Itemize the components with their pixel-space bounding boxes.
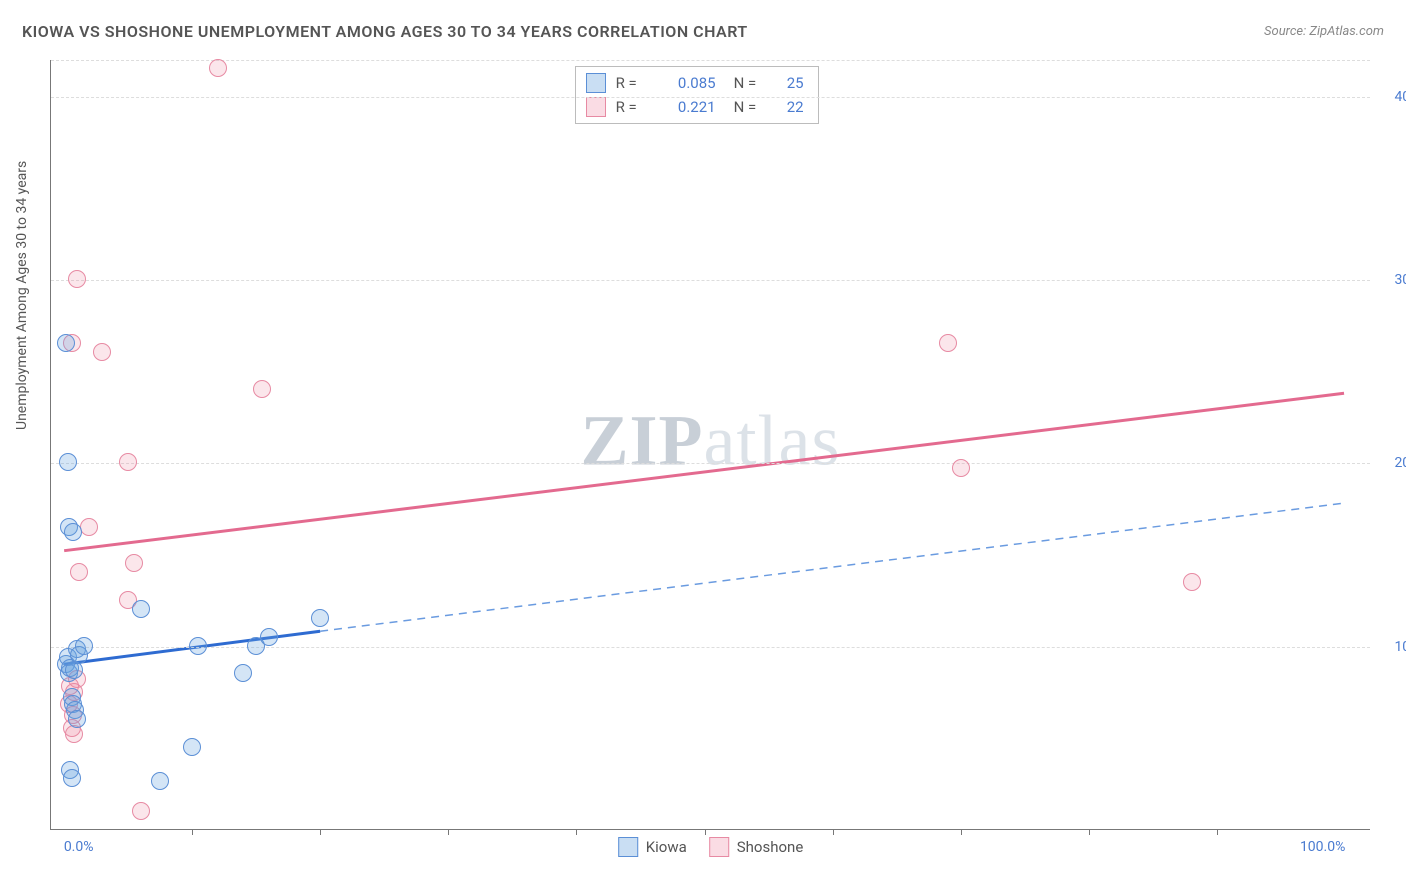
gridline-h bbox=[51, 60, 1370, 61]
shoshone-point bbox=[125, 554, 143, 572]
legend-swatch bbox=[618, 837, 638, 857]
shoshone-point bbox=[253, 380, 271, 398]
shoshone-point bbox=[1183, 573, 1201, 591]
chart-title: KIOWA VS SHOSHONE UNEMPLOYMENT AMONG AGE… bbox=[22, 22, 748, 41]
legend-n-value: 22 bbox=[778, 98, 804, 116]
x-tick bbox=[320, 829, 321, 835]
legend-swatch bbox=[586, 73, 606, 93]
shoshone-point bbox=[68, 270, 86, 288]
series-legend-label: Shoshone bbox=[737, 838, 804, 856]
x-tick bbox=[961, 829, 962, 835]
shoshone-point bbox=[209, 59, 227, 77]
kiowa-point bbox=[311, 609, 329, 627]
series-legend-label: Kiowa bbox=[646, 838, 687, 856]
shoshone-point bbox=[132, 802, 150, 820]
kiowa-trend-extrapolation bbox=[320, 503, 1344, 631]
kiowa-point bbox=[75, 637, 93, 655]
shoshone-point bbox=[80, 518, 98, 536]
kiowa-point bbox=[234, 664, 252, 682]
y-tick-label: 40.0% bbox=[1376, 89, 1406, 105]
shoshone-point bbox=[119, 453, 137, 471]
kiowa-point bbox=[64, 523, 82, 541]
x-tick-label: 0.0% bbox=[64, 839, 94, 855]
x-tick bbox=[192, 829, 193, 835]
x-tick-label: 100.0% bbox=[1300, 839, 1345, 855]
shoshone-point bbox=[939, 334, 957, 352]
x-tick bbox=[576, 829, 577, 835]
y-tick-label: 30.0% bbox=[1376, 272, 1406, 288]
gridline-h bbox=[51, 97, 1370, 98]
scatter-plot-area: ZIPatlas R =0.085N =25R =0.221N =22 Kiow… bbox=[50, 60, 1370, 830]
kiowa-point bbox=[260, 628, 278, 646]
gridline-h bbox=[51, 280, 1370, 281]
kiowa-point bbox=[189, 637, 207, 655]
kiowa-point bbox=[57, 334, 75, 352]
y-tick-label: 10.0% bbox=[1376, 639, 1406, 655]
kiowa-point bbox=[68, 710, 86, 728]
correlation-legend: R = 0.085 N = 25 R = 0.221 N = 22 bbox=[575, 66, 819, 124]
trend-lines-layer bbox=[51, 60, 1370, 829]
x-tick bbox=[1089, 829, 1090, 835]
series-legend: Kiowa Shoshone bbox=[618, 837, 804, 857]
x-tick bbox=[705, 829, 706, 835]
legend-n-label: N = bbox=[734, 74, 768, 92]
legend-swatch bbox=[709, 837, 729, 857]
shoshone-point bbox=[952, 459, 970, 477]
kiowa-point bbox=[132, 600, 150, 618]
series-legend-item: Shoshone bbox=[709, 837, 804, 857]
legend-r-value: 0.221 bbox=[660, 98, 716, 116]
legend-n-value: 25 bbox=[778, 74, 804, 92]
kiowa-point bbox=[63, 769, 81, 787]
kiowa-point bbox=[183, 738, 201, 756]
legend-r-label: R = bbox=[616, 98, 650, 116]
gridline-h bbox=[51, 463, 1370, 464]
x-tick bbox=[833, 829, 834, 835]
legend-swatch bbox=[586, 97, 606, 117]
legend-row: R = 0.221 N = 22 bbox=[576, 95, 818, 119]
y-axis-label: Unemployment Among Ages 30 to 34 years bbox=[14, 161, 30, 430]
x-tick bbox=[448, 829, 449, 835]
watermark: ZIPatlas bbox=[581, 399, 841, 482]
source-attribution: Source: ZipAtlas.com bbox=[1264, 24, 1384, 39]
legend-n-label: N = bbox=[734, 98, 768, 116]
series-legend-item: Kiowa bbox=[618, 837, 687, 857]
y-tick-label: 20.0% bbox=[1376, 455, 1406, 471]
x-tick bbox=[1217, 829, 1218, 835]
kiowa-point bbox=[59, 453, 77, 471]
shoshone-trend-line bbox=[64, 393, 1344, 550]
legend-r-value: 0.085 bbox=[660, 74, 716, 92]
legend-r-label: R = bbox=[616, 74, 650, 92]
shoshone-point bbox=[93, 343, 111, 361]
kiowa-point bbox=[151, 772, 169, 790]
shoshone-point bbox=[70, 563, 88, 581]
legend-row: R = 0.085 N = 25 bbox=[576, 71, 818, 95]
